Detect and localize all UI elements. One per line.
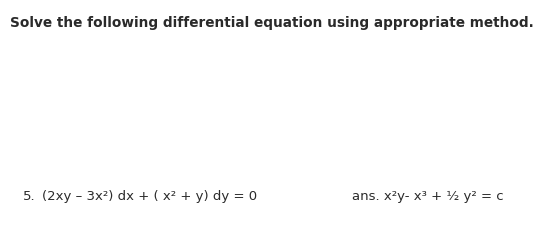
Text: (2xy – 3x²) dx + ( x² + y) dy = 0: (2xy – 3x²) dx + ( x² + y) dy = 0 [42,190,257,203]
Text: Solve the following differential equation using appropriate method.: Solve the following differential equatio… [10,16,534,30]
Text: ans. x²y- x³ + ½ y² = c: ans. x²y- x³ + ½ y² = c [352,190,504,203]
Text: 5.: 5. [23,190,36,203]
